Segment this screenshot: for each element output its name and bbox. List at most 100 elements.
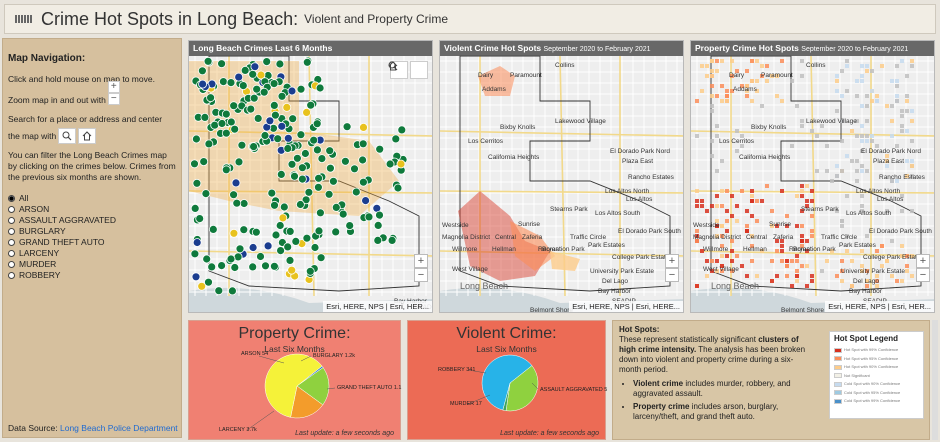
radio-button[interactable] (8, 195, 15, 202)
crime-marker[interactable] (234, 157, 244, 167)
crime-marker[interactable] (338, 209, 348, 219)
crime-filter-option[interactable]: ASSAULT AGGRAVATED (8, 215, 176, 226)
crime-marker[interactable] (279, 202, 289, 212)
crime-marker[interactable] (273, 134, 283, 144)
crime-marker[interactable] (249, 142, 258, 151)
crime-marker[interactable] (282, 103, 292, 112)
crime-marker[interactable] (296, 130, 306, 140)
crime-marker[interactable] (210, 120, 220, 130)
crime-marker[interactable] (358, 139, 368, 149)
crime-marker[interactable] (358, 177, 368, 187)
map-attribution[interactable]: Esri, HERE, NPS | Esri, HERE... (569, 301, 683, 312)
crime-marker[interactable] (287, 86, 297, 96)
crime-marker[interactable] (298, 174, 307, 184)
crime-marker[interactable] (391, 134, 401, 144)
crime-marker[interactable] (396, 159, 406, 169)
crime-marker[interactable] (364, 212, 374, 222)
crime-marker[interactable] (331, 202, 341, 212)
crime-filter-option[interactable]: LARCENY (8, 248, 176, 259)
home-icon[interactable] (388, 61, 428, 79)
crime-marker[interactable] (226, 117, 236, 127)
radio-button[interactable] (8, 228, 15, 235)
crime-marker[interactable] (270, 261, 279, 271)
crime-marker[interactable] (285, 226, 295, 236)
crime-marker[interactable] (287, 265, 297, 275)
crime-marker[interactable] (206, 93, 216, 103)
crime-marker[interactable] (217, 59, 226, 69)
crime-marker[interactable] (315, 83, 325, 93)
crime-marker[interactable] (235, 244, 245, 254)
crime-marker[interactable] (312, 119, 322, 129)
crime-marker[interactable] (351, 187, 361, 197)
crime-marker[interactable] (228, 286, 237, 296)
crime-marker[interactable] (229, 101, 239, 111)
crime-marker[interactable] (277, 121, 287, 131)
radio-button[interactable] (8, 250, 15, 257)
crime-marker[interactable] (302, 233, 312, 243)
crimes-map[interactable]: Long Beach Crimes Last 6 Months Bay Harb… (188, 40, 433, 313)
crime-marker[interactable] (239, 199, 249, 208)
crime-marker[interactable] (221, 109, 231, 119)
crime-marker[interactable] (276, 169, 286, 179)
crime-marker[interactable] (217, 119, 227, 128)
crime-marker[interactable] (190, 249, 200, 259)
property-pie-chart[interactable]: ARSON 54 BURGLARY 1.2k GRAND THEFT AUTO 1.… (189, 351, 402, 441)
crime-marker[interactable] (226, 254, 236, 264)
crime-marker[interactable] (345, 221, 355, 231)
crime-marker[interactable] (277, 91, 287, 101)
crime-marker[interactable] (315, 208, 325, 218)
crime-marker[interactable] (290, 171, 299, 181)
crime-marker[interactable] (375, 210, 384, 220)
crime-marker[interactable] (358, 155, 368, 165)
data-source-link[interactable]: Long Beach Police Department (60, 423, 178, 433)
zoom-out-button[interactable]: − (916, 268, 930, 282)
crime-marker[interactable] (269, 101, 279, 110)
crime-marker[interactable] (283, 133, 293, 143)
crime-marker[interactable] (221, 128, 231, 138)
crime-marker[interactable] (340, 156, 350, 166)
zoom-out-button[interactable]: − (665, 268, 679, 282)
crime-marker[interactable] (302, 108, 311, 117)
crime-filter-option[interactable]: ARSON (8, 204, 176, 215)
crime-marker[interactable] (263, 241, 273, 251)
crime-marker[interactable] (230, 263, 240, 272)
crime-marker[interactable] (310, 243, 320, 252)
crime-marker[interactable] (373, 220, 383, 230)
crime-marker[interactable] (192, 134, 201, 144)
crime-marker[interactable] (192, 178, 202, 188)
crime-marker[interactable] (316, 253, 326, 263)
crime-marker[interactable] (313, 182, 323, 192)
crime-marker[interactable] (287, 159, 297, 169)
crime-marker[interactable] (304, 187, 314, 197)
crime-marker[interactable] (397, 125, 407, 135)
crime-marker[interactable] (262, 57, 272, 67)
crime-marker[interactable] (301, 149, 310, 158)
crime-marker[interactable] (190, 203, 200, 213)
crime-marker[interactable] (250, 62, 260, 72)
crime-marker[interactable] (197, 281, 207, 291)
crime-marker[interactable] (293, 153, 302, 163)
crime-marker[interactable] (275, 59, 285, 69)
crime-marker[interactable] (246, 104, 256, 114)
zoom-in-button[interactable]: + (916, 254, 930, 268)
crime-marker[interactable] (306, 100, 316, 110)
crime-marker[interactable] (208, 224, 218, 234)
crime-marker[interactable] (325, 163, 335, 173)
crime-marker[interactable] (331, 227, 341, 237)
zoom-out-button[interactable]: − (414, 268, 428, 282)
crime-marker[interactable] (219, 77, 228, 86)
crime-marker[interactable] (191, 272, 201, 282)
crime-marker[interactable] (207, 262, 217, 272)
crime-marker[interactable] (325, 146, 335, 156)
crime-filter-option[interactable]: BURGLARY (8, 226, 176, 237)
crime-marker[interactable] (229, 228, 239, 238)
crime-filter-option[interactable]: All (8, 193, 176, 204)
crime-marker[interactable] (385, 159, 395, 169)
crime-marker[interactable] (259, 87, 269, 97)
crime-marker[interactable] (342, 122, 352, 132)
crime-marker[interactable] (248, 69, 258, 79)
crime-marker[interactable] (393, 183, 403, 193)
pie-slice[interactable] (505, 365, 539, 412)
crime-marker[interactable] (375, 144, 385, 154)
crime-marker[interactable] (267, 188, 277, 198)
